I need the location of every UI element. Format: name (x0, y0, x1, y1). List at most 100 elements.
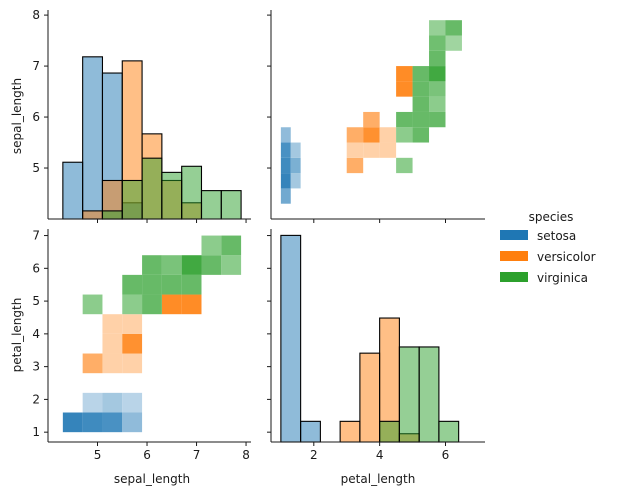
hist2d-cell-virginica (445, 35, 462, 51)
hist-sepal-length (62, 56, 242, 220)
hist-petal-length (280, 234, 460, 443)
pairplot-panels: 5 6 7 8 2 4 6 5 6 7 8 1 2 3 4 5 6 7 (32, 8, 485, 462)
hist-bar-versicolor (82, 210, 104, 220)
hist2d-cell-versicolor (161, 294, 182, 315)
hist2d-cell-virginica (412, 127, 430, 143)
hist2d-cell-virginica (396, 111, 413, 128)
hist2d-cell-versicolor (102, 333, 123, 354)
y-tick-label: 7 (32, 229, 40, 243)
hist2d-cell-setosa (290, 142, 301, 158)
hist2d-cell-versicolor (379, 142, 397, 158)
hist-bar-virginica (181, 165, 203, 220)
hist2d-cell-virginica (181, 255, 202, 275)
y-tick-label: 4 (32, 327, 40, 341)
hist2d-cell-virginica (429, 20, 446, 36)
x-tick-label: 4 (376, 448, 384, 462)
hist2d-cell-setosa (122, 392, 143, 413)
hist2d-cell-versicolor (363, 142, 380, 158)
x-axis-label-left: sepal_length (114, 472, 190, 486)
hist2d-cell-versicolor (82, 353, 103, 374)
x-tick-label: 6 (143, 448, 151, 462)
y-tick-label: 5 (32, 294, 40, 308)
hist2d-cell-setosa (280, 188, 291, 204)
hist2d-cell-virginica (429, 96, 446, 112)
y-tick-label: 6 (32, 110, 40, 124)
hist-bar-virginica (418, 346, 440, 443)
hist-bar-virginica (141, 157, 163, 220)
x-tick-label: 8 (242, 448, 250, 462)
hist2d-cell-versicolor (346, 142, 364, 158)
y-tick-label: 5 (32, 161, 40, 175)
hist2d-cell-virginica (429, 35, 446, 51)
hist2d-cell-setosa (122, 412, 143, 433)
x-tick-label: 7 (193, 448, 201, 462)
legend: species setosa versicolor virginica (500, 210, 596, 285)
hist2d-cell-versicolor (102, 314, 123, 334)
hist2d-cell-setosa (62, 412, 83, 433)
hist2d-cell-virginica (122, 294, 143, 315)
hist2d-cell-virginica (221, 235, 242, 256)
hist-bar-virginica (220, 190, 242, 220)
hist2d-cell-versicolor (396, 81, 413, 97)
hist2d-cell-setosa (280, 173, 291, 189)
legend-title: species (529, 210, 574, 224)
hist2d-cell-virginica (142, 294, 162, 315)
y-tick-label: 1 (32, 425, 40, 439)
hist-bar-setosa (62, 161, 84, 220)
hist-bar-setosa (300, 420, 321, 443)
axis-labels: sepal_length petal_length sepal_length p… (10, 78, 415, 486)
hist2d-cell-versicolor (181, 294, 202, 315)
hist-bar-setosa (280, 234, 302, 443)
y-tick-label: 8 (32, 8, 40, 22)
hist2d-cell-versicolor (396, 66, 413, 82)
hist2d-cell-versicolor (363, 127, 380, 143)
x-tick-label: 5 (94, 448, 102, 462)
hist-bar-versicolor (339, 420, 361, 443)
x-axis-label-right: petal_length (341, 472, 416, 486)
hist2d-sepal-vs-petal (62, 235, 242, 433)
hist2d-cell-setosa (290, 157, 301, 174)
hist2d-cell-virginica (429, 81, 446, 97)
hist2d-cell-setosa (280, 142, 291, 158)
hist2d-cell-virginica (445, 20, 462, 36)
hist2d-cell-setosa (102, 412, 123, 433)
hist2d-cell-virginica (122, 274, 143, 295)
y-tick-label: 6 (32, 261, 40, 275)
hist-bar-virginica (379, 420, 400, 443)
hist2d-cell-virginica (161, 255, 182, 275)
hist2d-cell-virginica (201, 235, 222, 256)
hist-bar-virginica (438, 420, 460, 443)
hist2d-cell-setosa (290, 173, 301, 189)
hist2d-cell-virginica (142, 274, 162, 295)
hist2d-cell-virginica (429, 111, 446, 128)
hist2d-cell-setosa (102, 392, 123, 413)
legend-label-virginica: virginica (537, 271, 588, 285)
y-tick-label: 2 (32, 392, 40, 406)
hist2d-cell-virginica (161, 274, 182, 295)
hist2d-cell-virginica (201, 255, 222, 275)
hist2d-cell-virginica (142, 255, 162, 275)
hist2d-cell-virginica (396, 127, 413, 143)
y-tick-label: 7 (32, 59, 40, 73)
hist2d-cell-virginica (429, 50, 446, 67)
hist2d-petal-vs-sepal (280, 20, 462, 204)
hist-bar-virginica (200, 190, 222, 220)
hist-bar-setosa (82, 56, 104, 220)
hist2d-cell-versicolor (122, 314, 143, 334)
hist2d-cell-setosa (280, 127, 291, 143)
hist2d-cell-virginica (412, 96, 430, 112)
legend-label-setosa: setosa (537, 229, 576, 243)
hist2d-cell-setosa (82, 412, 103, 433)
hist2d-cell-virginica (429, 66, 446, 82)
hist2d-cell-virginica (221, 255, 242, 275)
y-axis-label-top: sepal_length (10, 78, 24, 154)
hist2d-cell-virginica (412, 111, 430, 128)
hist2d-cell-versicolor (379, 127, 397, 143)
x-tick-label: 6 (442, 448, 450, 462)
legend-label-versicolor: versicolor (537, 250, 596, 264)
y-tick-label: 3 (32, 360, 40, 374)
hist2d-cell-virginica (396, 157, 413, 174)
hist-bar-virginica (161, 171, 183, 220)
legend-swatch-versicolor (500, 251, 528, 261)
